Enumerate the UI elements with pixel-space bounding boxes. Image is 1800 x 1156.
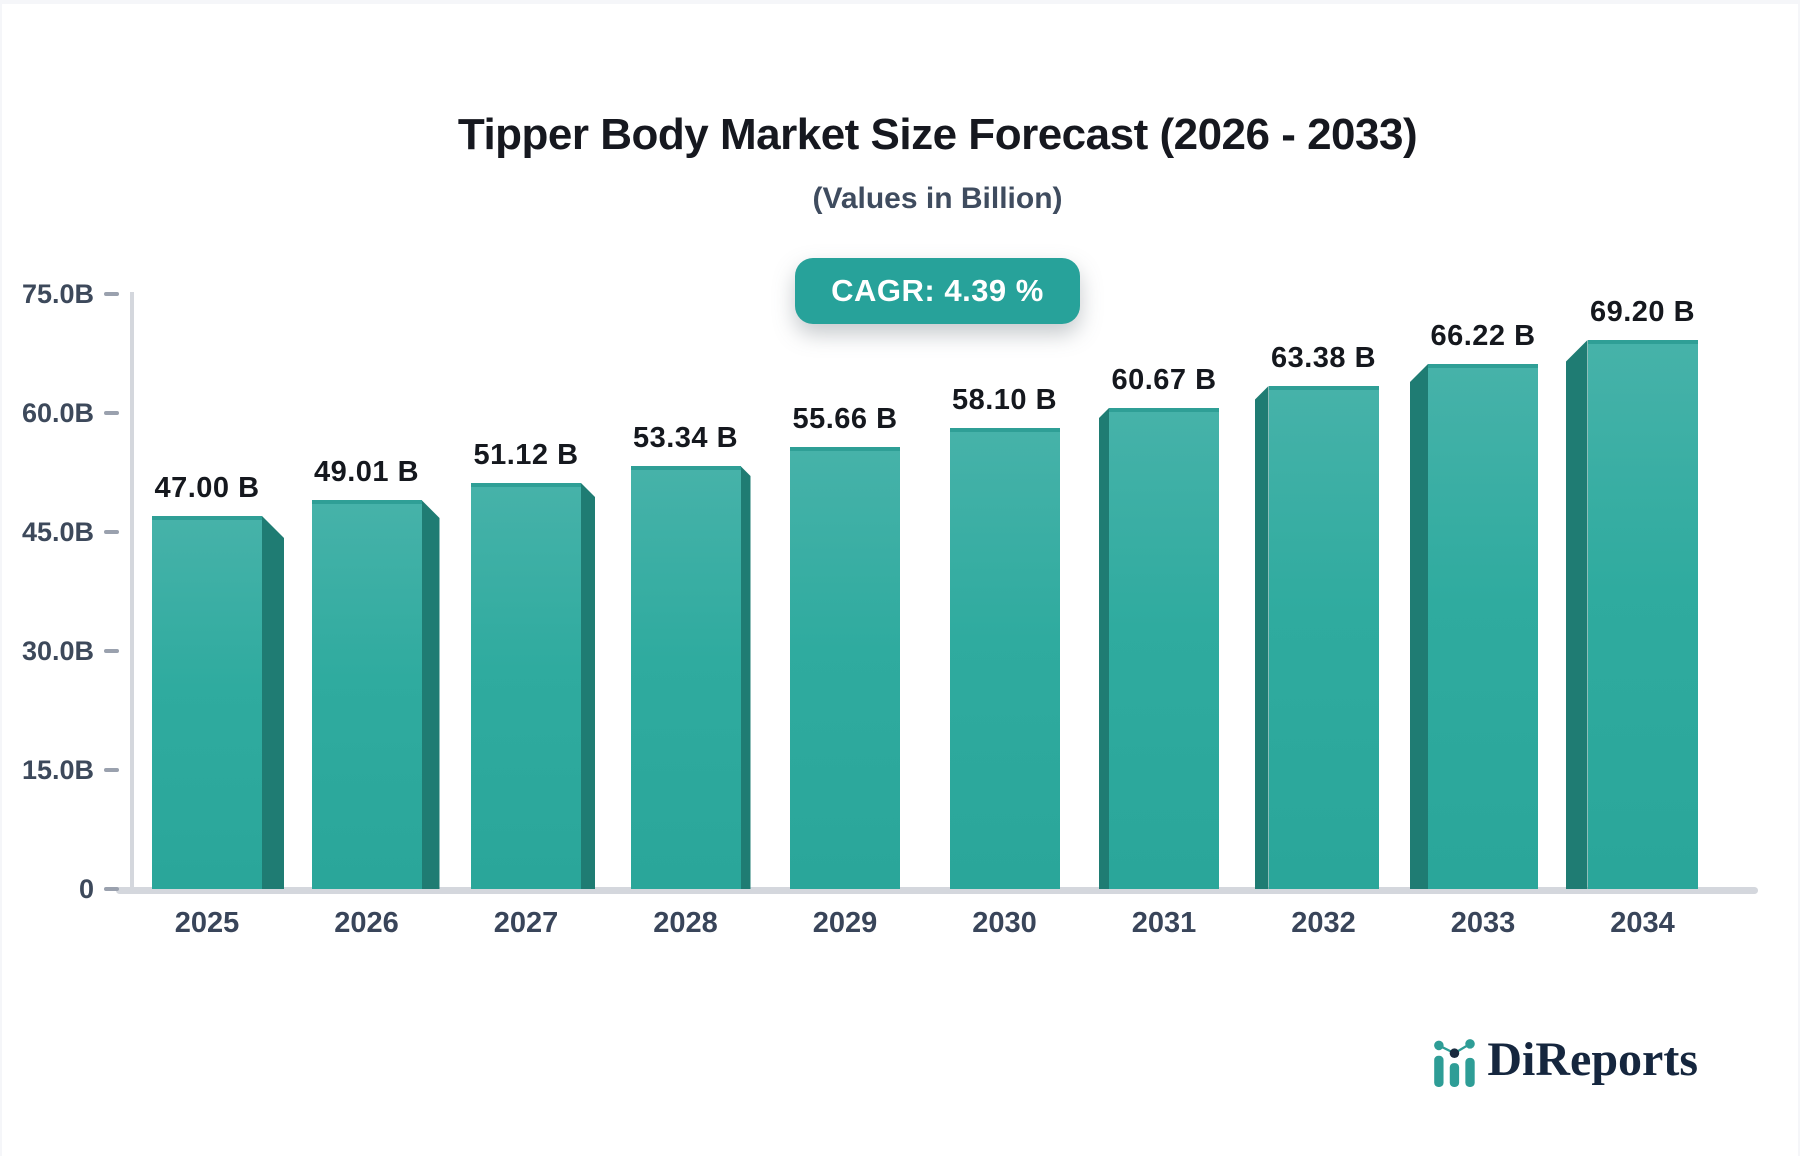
x-axis-label-2026: 2026 (334, 907, 399, 939)
bar-face-2029 (790, 447, 900, 889)
bar-value-label: 63.38 B (1270, 342, 1377, 374)
y-axis-label: 45.0B (21, 517, 94, 547)
bar-face-2031 (1109, 408, 1219, 889)
bar-value-label: 49.01 B (313, 456, 420, 488)
bar-face-2027 (471, 483, 581, 889)
x-axis-label-2030: 2030 (972, 907, 1037, 939)
y-axis-label: 30.0B (21, 636, 94, 666)
bar-value-label: 69.20 B (1589, 296, 1696, 328)
y-axis-tick (104, 411, 119, 415)
x-axis-label-2025: 2025 (174, 907, 240, 939)
y-axis-label: 15.0B (21, 755, 94, 785)
bar-side-3d (421, 500, 440, 889)
y-axis-tick (104, 530, 119, 534)
bar-face-2034 (1587, 340, 1698, 889)
y-axis-line (130, 292, 134, 889)
y-axis-tick (104, 292, 119, 296)
chart-subtitle: (Values in Billion) (812, 182, 1063, 215)
chart-title: Tipper Body Market Size Forecast (2026 -… (457, 110, 1418, 159)
bar-value-label: 47.00 B (154, 472, 260, 504)
brand-name: DiReports (1487, 1033, 1698, 1086)
x-axis-label-2034: 2034 (1610, 907, 1675, 939)
bar-side-3d (740, 466, 751, 889)
bar-value-label: 60.67 B (1111, 364, 1217, 396)
bar-face-2033 (1428, 364, 1538, 889)
x-axis-label-2027: 2027 (493, 907, 559, 939)
bar-side-3d (1565, 340, 1588, 889)
bar-side-3d (1099, 408, 1109, 889)
bar-value-label: 66.22 B (1430, 320, 1536, 352)
bar-face-2026 (311, 500, 422, 889)
x-axis-label-2033: 2033 (1450, 907, 1516, 939)
brand-logo: DiReports (1433, 1032, 1698, 1088)
bar-side-3d (1254, 386, 1269, 889)
x-axis-label-2032: 2032 (1291, 907, 1356, 939)
x-axis-label-2028: 2028 (653, 907, 718, 939)
y-axis-tick (104, 887, 119, 891)
bar-side-3d (581, 483, 595, 889)
y-axis-label: 60.0B (21, 398, 94, 428)
cagr-badge: CAGR: 4.39 % (795, 258, 1080, 324)
bar-face-2030 (949, 428, 1060, 889)
bar-face-2028 (630, 466, 741, 889)
bar-value-label: 53.34 B (632, 422, 739, 454)
y-axis-label: 0 (78, 874, 94, 904)
x-axis-label-2031: 2031 (1131, 907, 1197, 939)
bar-side-3d (262, 516, 284, 889)
bar-side-3d (1410, 364, 1428, 889)
bar-value-label: 51.12 B (473, 439, 579, 471)
bar-line-chart-icon (1434, 1039, 1476, 1087)
y-axis-tick (104, 649, 119, 653)
y-axis-label: 75.0B (21, 279, 94, 309)
title-block: Tipper Body Market Size Forecast (2026 -… (132, 110, 1743, 216)
bar-value-label: 58.10 B (951, 384, 1058, 416)
cagr-badge-row: CAGR: 4.39 % (132, 258, 1743, 324)
x-axis-baseline (116, 887, 1758, 894)
y-axis-tick (104, 768, 119, 772)
bar-value-label: 55.66 B (792, 403, 898, 435)
bar-face-2025 (152, 516, 262, 889)
bar-face-2032 (1268, 386, 1379, 889)
x-axis-label-2029: 2029 (812, 907, 878, 939)
